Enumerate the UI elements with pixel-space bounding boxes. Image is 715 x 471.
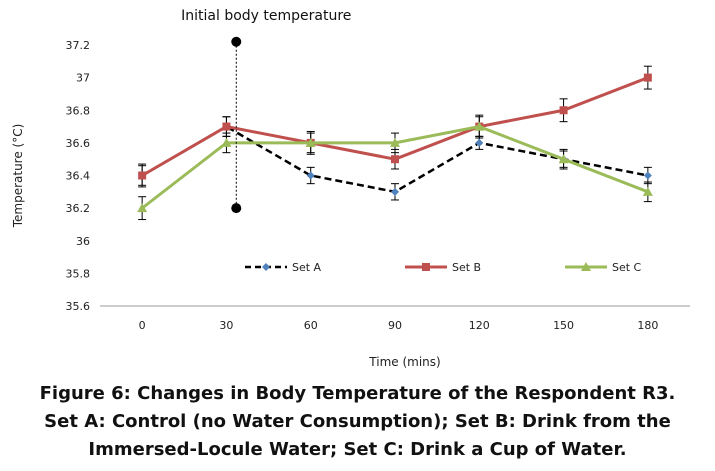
y-tick-label: 36.2 [66,202,91,215]
legend-label: Set C [612,261,642,274]
x-tick-label: 150 [553,319,574,332]
x-tick-label: 180 [637,319,658,332]
x-tick-label: 0 [139,319,146,332]
y-tick-label: 36.6 [66,137,91,150]
series-set-b [138,65,652,188]
data-point [474,121,485,131]
legend: Set A Set B Set C [245,261,642,274]
y-tick-label: 35.6 [66,300,91,313]
data-point [642,186,653,196]
data-point [306,171,315,180]
y-axis-title: Temperature (°C) [11,124,25,229]
data-point [475,138,484,147]
data-point [643,171,652,180]
legend-marker [262,263,270,271]
y-tick-label: 35.8 [66,267,91,280]
annotation-label: Initial body temperature [181,8,351,24]
data-point [137,203,148,213]
caption-line-1: Figure 6: Changes in Body Temperature of… [39,383,676,404]
x-axis-ticks: 0 30 60 90 120 150 180 [139,319,659,332]
line-chart: 35.6 35.8 36 36.2 36.4 36.6 36.8 37 37.2 0 30 60 90… [11,8,690,369]
x-axis-title: Time (mins) [368,355,440,369]
data-point [391,187,399,196]
x-tick-label: 30 [219,319,233,332]
data-point [559,106,568,115]
caption-line-3: Immersed-Locule Water; Set C: Drink a Cu… [88,439,627,460]
legend-marker [422,263,430,271]
data-point [305,137,316,147]
annotation-top-dot [231,36,242,47]
y-tick-label: 36.8 [66,104,91,117]
y-axis-ticks: 35.6 35.8 36 36.2 36.4 36.6 36.8 37 37.2 [66,39,91,313]
data-point [390,137,400,147]
legend-label: Set B [452,261,481,274]
data-point [558,154,569,164]
x-tick-label: 60 [304,319,318,332]
legend-label: Set A [292,261,322,274]
data-point [138,171,147,180]
x-tick-label: 120 [469,319,490,332]
y-tick-label: 36.4 [66,170,91,183]
series-layer [137,65,653,221]
data-point [222,122,231,131]
x-tick-label: 90 [388,319,402,332]
data-point [643,73,652,82]
figure-caption: Figure 6: Changes in Body Temperature of… [0,380,715,464]
data-point [221,137,232,147]
legend-marker [581,262,591,271]
y-tick-label: 37 [76,72,90,85]
annotation-layer: Initial body temperature [181,8,351,214]
series-set-c [137,116,653,221]
caption-line-2: Set A: Control (no Water Consumption); S… [44,411,671,432]
y-tick-label: 37.2 [66,39,91,52]
data-point [391,155,399,164]
annotation-bottom-dot [231,203,242,214]
y-tick-label: 36 [76,235,90,248]
